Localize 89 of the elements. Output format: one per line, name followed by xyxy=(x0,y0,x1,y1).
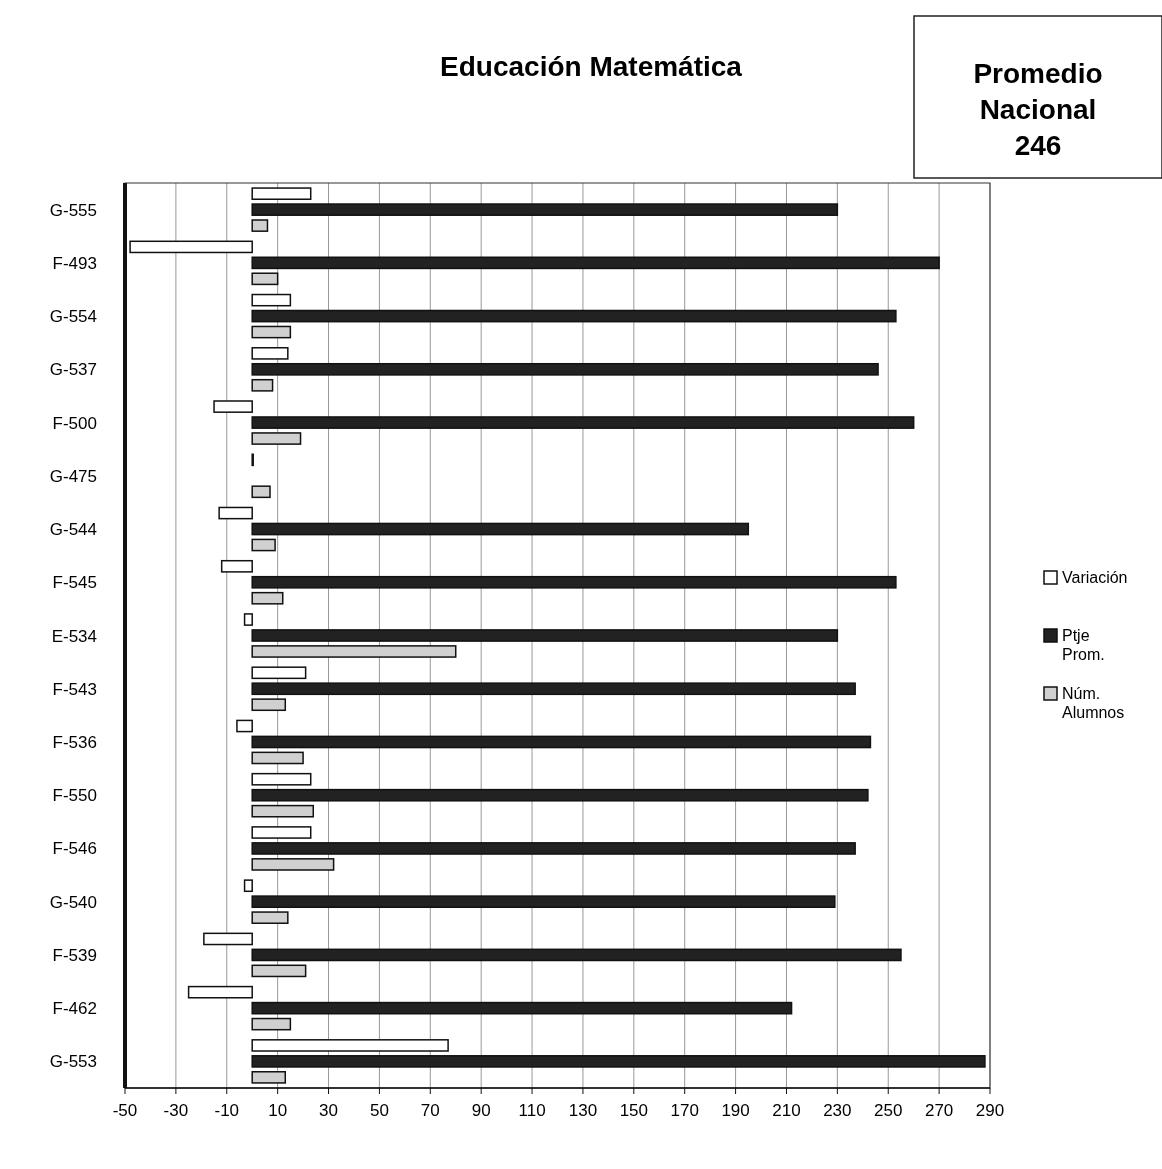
y-tick-label: F-545 xyxy=(52,573,97,593)
bar xyxy=(213,400,253,413)
y-tick-label: F-500 xyxy=(52,413,97,433)
x-tick-label: 150 xyxy=(619,1101,649,1120)
bar xyxy=(251,256,940,270)
x-tick-label: -30 xyxy=(163,1101,189,1120)
x-tick-label: 70 xyxy=(420,1101,440,1120)
y-tick-label: F-539 xyxy=(52,945,97,965)
bar xyxy=(251,591,284,605)
x-tick-label: 250 xyxy=(874,1101,903,1120)
legend-label: Núm. Alumnos xyxy=(1062,685,1125,721)
bar xyxy=(251,948,902,962)
bar xyxy=(251,538,276,552)
bar xyxy=(251,309,897,323)
bar xyxy=(251,645,457,658)
bar xyxy=(251,1055,986,1068)
y-tick-label: G-554 xyxy=(49,307,97,327)
bar xyxy=(243,879,253,893)
x-tick-label: 10 xyxy=(268,1101,288,1120)
y-tick-label: F-543 xyxy=(52,679,97,699)
y-tick-label: G-537 xyxy=(49,360,97,380)
bar xyxy=(251,219,269,232)
bar xyxy=(251,751,304,765)
y-tick-label: G-555 xyxy=(49,200,97,220)
bar xyxy=(251,575,897,589)
bar xyxy=(251,485,271,499)
bar xyxy=(251,772,312,786)
bar xyxy=(251,682,856,696)
bar xyxy=(251,522,750,536)
bar xyxy=(236,719,253,733)
x-tick-label: 210 xyxy=(772,1101,801,1120)
x-tick-label: 270 xyxy=(924,1101,954,1120)
x-tick-label: -50 xyxy=(112,1101,138,1120)
legend-label: Ptje Prom. xyxy=(1062,627,1105,663)
bar xyxy=(251,347,289,360)
bar xyxy=(251,858,335,871)
y-tick-label: F-493 xyxy=(52,253,97,273)
bar xyxy=(129,240,253,254)
bar xyxy=(220,559,253,573)
chart-title: Educación Matemática xyxy=(440,51,743,82)
y-tick-label: F-550 xyxy=(52,786,97,806)
bar xyxy=(251,416,915,429)
x-tick-label: 230 xyxy=(823,1101,852,1120)
x-tick-label: -10 xyxy=(214,1101,240,1120)
bar xyxy=(251,203,839,216)
x-tick-label: 90 xyxy=(471,1101,491,1120)
bar xyxy=(203,932,253,946)
legend-label: Variación xyxy=(1062,569,1128,586)
bar xyxy=(251,911,289,924)
y-tick-label: F-536 xyxy=(52,732,97,752)
x-tick-label: 110 xyxy=(518,1101,546,1120)
y-tick-label: F-462 xyxy=(52,999,97,1019)
bar xyxy=(251,1039,449,1052)
x-tick-label: 130 xyxy=(568,1101,598,1120)
bar xyxy=(251,964,307,978)
y-tick-label: F-546 xyxy=(52,839,97,859)
bar xyxy=(251,735,872,749)
bar xyxy=(251,325,292,339)
bar xyxy=(218,506,253,520)
bar xyxy=(251,895,836,909)
bar xyxy=(251,698,287,712)
bar xyxy=(251,362,879,376)
y-tick-label: G-544 xyxy=(49,520,97,540)
y-tick-label: G-540 xyxy=(49,892,97,912)
bar xyxy=(251,187,312,200)
bar xyxy=(251,293,292,307)
x-tick-label: 30 xyxy=(319,1101,338,1120)
bar xyxy=(251,1071,287,1084)
bar xyxy=(243,613,253,626)
bar xyxy=(251,1001,793,1015)
bar xyxy=(251,378,274,392)
bar xyxy=(251,666,307,680)
y-tick-label: G-553 xyxy=(49,1052,97,1072)
x-tick-label: 290 xyxy=(975,1101,1005,1120)
bar xyxy=(251,432,302,445)
bar xyxy=(251,842,856,855)
x-tick-label: 190 xyxy=(721,1101,750,1120)
y-tick-label: E-534 xyxy=(51,626,97,646)
bar xyxy=(187,985,253,999)
text: Promedio Nacional 246 xyxy=(973,58,1103,161)
bar xyxy=(251,788,869,802)
x-tick-label: 50 xyxy=(369,1101,389,1120)
bar xyxy=(251,804,315,818)
y-tick-label: G-475 xyxy=(49,466,97,486)
bar xyxy=(251,1017,292,1031)
x-tick-label: 170 xyxy=(670,1101,699,1120)
bar xyxy=(251,826,312,839)
bar xyxy=(251,272,279,286)
bar xyxy=(251,629,839,642)
